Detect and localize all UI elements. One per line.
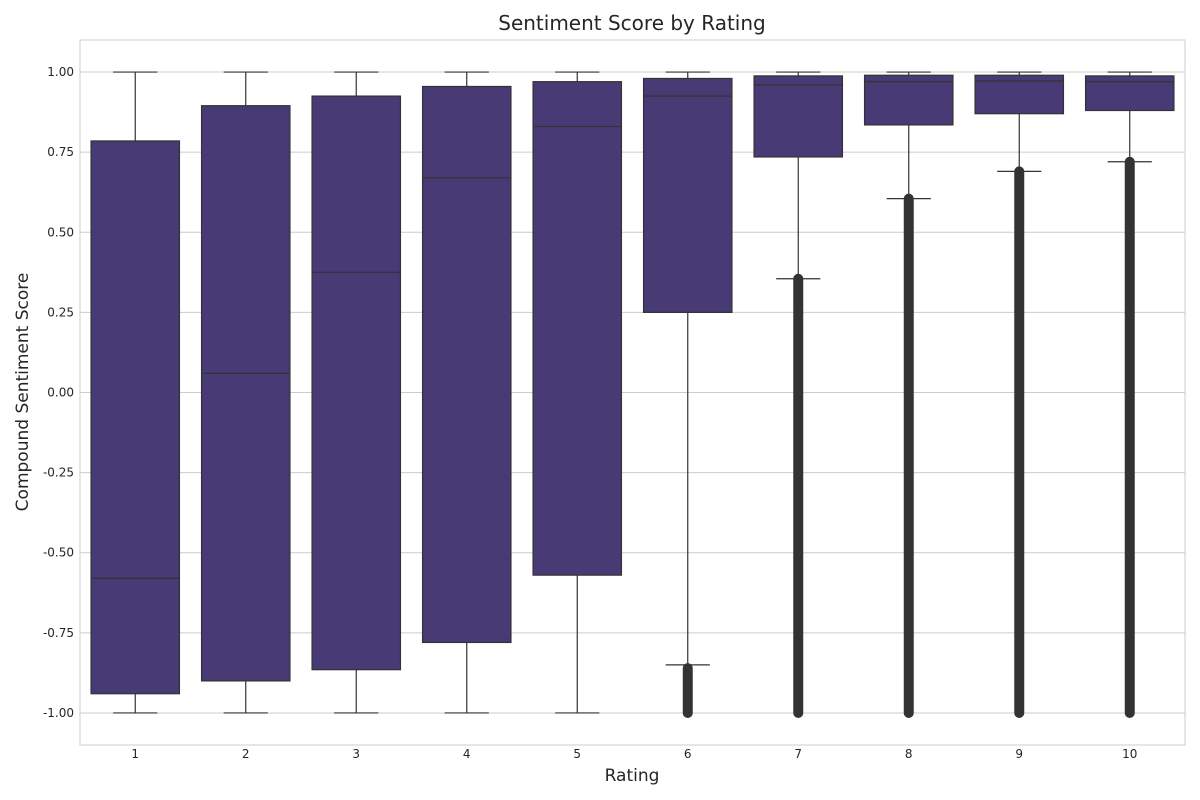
box-group	[642, 71, 733, 718]
y-tick-label: 0.75	[47, 145, 74, 159]
x-tick-label: 3	[352, 747, 360, 761]
x-tick-label: 4	[463, 747, 471, 761]
x-tick-label: 10	[1122, 747, 1137, 761]
x-tick-label: 6	[684, 747, 692, 761]
x-tick-label: 8	[905, 747, 913, 761]
x-tick-label: 9	[1015, 747, 1023, 761]
box-iqr	[974, 74, 1065, 115]
box-iqr	[200, 105, 291, 682]
box-iqr	[753, 75, 844, 158]
box-iqr	[642, 77, 733, 313]
y-axis-ticks: 1.00 0.75 0.50 0.25 0.00 -0.25 -0.50 -0.75 -1.00	[43, 65, 74, 720]
box-group	[974, 71, 1065, 718]
y-tick-label: -0.75	[43, 626, 74, 640]
y-tick-label: 0.25	[47, 305, 74, 319]
y-tick-label: -0.50	[43, 546, 74, 560]
box-series	[90, 71, 1175, 718]
x-axis-label: Rating	[605, 766, 660, 786]
box-group	[421, 71, 512, 714]
x-axis-ticks: 1 2 3 4 5 6 7 8 9 10	[131, 747, 1137, 761]
x-tick-label: 2	[242, 747, 250, 761]
y-tick-label: 0.50	[47, 225, 74, 239]
box-group	[863, 71, 954, 718]
y-tick-label: 1.00	[47, 65, 74, 79]
box-iqr	[532, 81, 623, 576]
box-group	[90, 71, 181, 714]
y-tick-label: -1.00	[43, 706, 74, 720]
box-group	[532, 71, 623, 714]
box-group	[311, 71, 402, 714]
x-tick-label: 5	[573, 747, 581, 761]
box-iqr	[311, 95, 402, 671]
x-tick-label: 7	[794, 747, 802, 761]
box-group	[200, 71, 291, 714]
y-tick-label: -0.25	[43, 466, 74, 480]
box-iqr	[90, 140, 181, 695]
y-axis-label: Compound Sentiment Score	[13, 273, 33, 512]
y-tick-label: 0.00	[47, 386, 74, 400]
box-group	[753, 71, 844, 718]
x-tick-label: 1	[131, 747, 139, 761]
chart-title: Sentiment Score by Rating	[498, 11, 765, 35]
box-group	[1084, 71, 1175, 718]
box-iqr	[863, 74, 954, 126]
box-iqr	[421, 85, 512, 644]
